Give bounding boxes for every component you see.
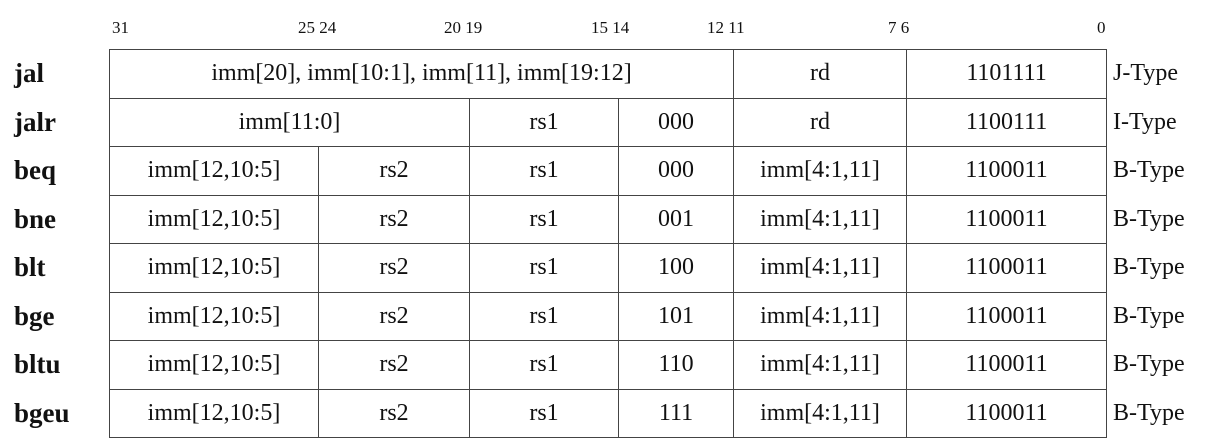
field-funct3: 000 (617, 97, 735, 147)
field-rs1: rs1 (469, 194, 619, 244)
type-label: I-Type (1113, 108, 1177, 135)
field-imm-lo: imm[4:1,11] (733, 388, 908, 438)
field-imm-lo: imm[4:1,11] (733, 243, 908, 293)
field-imm-hi: imm[12,10:5] (109, 194, 319, 244)
field-rd: rd (733, 97, 908, 147)
mnemonic-blt: blt (14, 252, 46, 282)
type-label: B-Type (1113, 205, 1185, 232)
type-label: J-Type (1113, 60, 1178, 86)
bit-position-12-11: 12 11 (707, 18, 745, 37)
field-rs2: rs2 (318, 146, 470, 196)
bit-position-31: 31 (112, 18, 129, 37)
field-imm-hi: imm[12,10:5] (109, 340, 319, 390)
table-row-bltu: imm[12,10:5] rs2 rs1 110 imm[4:1,11] 110… (109, 340, 1108, 390)
table-row-blt: imm[12,10:5] rs2 rs1 100 imm[4:1,11] 110… (109, 243, 1108, 293)
mnemonic-bltu: bltu (14, 349, 61, 379)
type-label: B-Type (1113, 399, 1185, 426)
field-funct3: 110 (617, 340, 735, 390)
field-imm: imm[20], imm[10:1], imm[11], imm[19:12] (108, 49, 735, 99)
bit-position-20-19: 20 19 (444, 18, 483, 37)
type-label: B-Type (1113, 351, 1185, 377)
field-opcode: 1101111 (906, 49, 1108, 99)
table-row-jal: imm[20], imm[10:1], imm[11], imm[19:12] … (108, 49, 1108, 99)
field-imm-hi: imm[12,10:5] (109, 146, 319, 196)
field-rs1: rs1 (469, 146, 619, 196)
field-rs2: rs2 (318, 291, 470, 341)
bit-position-15-14: 15 14 (591, 18, 630, 37)
field-rs2: rs2 (318, 388, 470, 438)
type-label: B-Type (1113, 302, 1185, 329)
field-funct3: 101 (617, 291, 735, 341)
field-imm-hi: imm[12,10:5] (109, 388, 319, 438)
encoding-table: imm[20], imm[10:1], imm[11], imm[19:12] … (108, 49, 1108, 438)
field-opcode: 1100011 (906, 291, 1108, 341)
field-opcode: 1100011 (906, 194, 1108, 244)
field-rs1: rs1 (469, 97, 619, 147)
field-funct3: 111 (617, 388, 735, 438)
bit-position-0: 0 (1097, 18, 1106, 37)
table-row-jalr: imm[11:0] rs1 000 rd 1100111 (109, 97, 1108, 147)
field-opcode: 1100011 (906, 146, 1108, 196)
field-rs1: rs1 (469, 388, 619, 438)
field-opcode: 1100011 (906, 388, 1108, 438)
field-funct3: 001 (617, 194, 735, 244)
table-row-bgeu: imm[12,10:5] rs2 rs1 111 imm[4:1,11] 110… (109, 388, 1108, 438)
field-rd: rd (733, 49, 908, 99)
field-opcode: 1100111 (906, 97, 1108, 147)
table-row-beq: imm[12,10:5] rs2 rs1 000 imm[4:1,11] 110… (109, 146, 1108, 196)
mnemonic-beq: beq (14, 155, 57, 185)
field-funct3: 000 (617, 146, 735, 196)
field-imm-lo: imm[4:1,11] (733, 194, 908, 244)
field-imm-lo: imm[4:1,11] (733, 146, 908, 196)
field-imm: imm[11:0] (109, 97, 470, 147)
table-row-bne: imm[12,10:5] rs2 rs1 001 imm[4:1,11] 110… (109, 194, 1108, 244)
type-label: B-Type (1113, 254, 1185, 280)
table-row-bge: imm[12,10:5] rs2 rs1 101 imm[4:1,11] 110… (109, 291, 1108, 341)
mnemonic-bne: bne (14, 203, 57, 234)
field-imm-lo: imm[4:1,11] (733, 291, 908, 341)
mnemonic-bge: bge (14, 300, 55, 331)
field-imm-hi: imm[12,10:5] (109, 243, 319, 293)
type-label: B-Type (1113, 157, 1185, 183)
field-rs2: rs2 (318, 243, 470, 293)
bit-position-7-6: 7 6 (888, 18, 910, 37)
field-rs1: rs1 (469, 340, 619, 390)
bit-position-25-24: 25 24 (298, 18, 337, 37)
mnemonic-jal: jal (14, 58, 44, 88)
field-funct3: 100 (617, 243, 735, 293)
field-rs1: rs1 (469, 291, 619, 341)
field-rs1: rs1 (469, 243, 619, 293)
field-imm-lo: imm[4:1,11] (733, 340, 908, 390)
field-rs2: rs2 (318, 194, 470, 244)
mnemonic-bgeu: bgeu (14, 397, 70, 428)
field-imm-hi: imm[12,10:5] (109, 291, 319, 341)
field-rs2: rs2 (318, 340, 470, 390)
field-opcode: 1100011 (906, 340, 1108, 390)
mnemonic-jalr: jalr (14, 106, 56, 137)
field-opcode: 1100011 (906, 243, 1108, 293)
